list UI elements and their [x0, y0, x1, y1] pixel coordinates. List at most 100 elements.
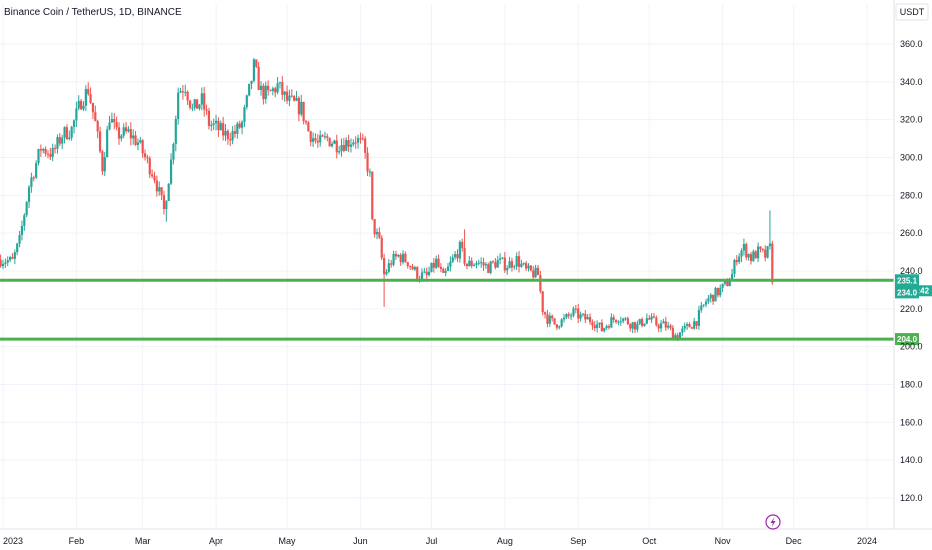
candle-body	[375, 232, 379, 235]
candle	[179, 88, 182, 94]
candle-body	[262, 85, 265, 100]
candle	[151, 169, 154, 179]
candle	[610, 313, 613, 328]
candle-body	[558, 326, 561, 328]
candle	[695, 320, 698, 330]
candle	[25, 201, 28, 218]
candle-body	[181, 91, 185, 93]
candle-body	[631, 322, 634, 329]
candle-body	[359, 138, 362, 140]
candle-body	[290, 95, 293, 97]
candle-body	[607, 326, 611, 328]
candle	[669, 323, 672, 331]
candle	[255, 59, 258, 69]
candle-body	[570, 315, 573, 317]
candle	[257, 61, 260, 91]
candle	[577, 303, 580, 323]
candle-body	[271, 88, 274, 91]
candle	[771, 240, 774, 285]
candles	[0, 58, 774, 341]
candle	[349, 138, 353, 153]
candle	[572, 306, 575, 318]
candle	[652, 313, 656, 319]
candle	[278, 81, 282, 89]
candle-body	[508, 261, 511, 269]
price-tick-label: 260.0	[900, 228, 923, 238]
candle-body	[207, 110, 211, 127]
candle-body	[437, 258, 440, 267]
currency-button[interactable]: USDT	[895, 3, 929, 21]
lightning-icon[interactable]	[765, 514, 781, 530]
candle-body	[560, 319, 563, 327]
candle	[271, 86, 274, 96]
candle	[470, 257, 473, 269]
candle	[174, 115, 177, 152]
candle	[110, 112, 113, 123]
candle	[181, 85, 185, 100]
time-tick-label: Aug	[497, 536, 513, 546]
candle	[103, 151, 106, 177]
candle	[612, 314, 615, 323]
candle-body	[596, 324, 599, 329]
price-tick-label: 340.0	[900, 77, 923, 87]
candle	[113, 112, 116, 130]
price-axis[interactable]: 120.0 140.0 160.0 180.0 200.0 220.0 240.0 260.0…	[893, 0, 923, 529]
candle-body	[468, 260, 471, 267]
candle	[37, 148, 40, 166]
candle	[588, 313, 592, 325]
candle-body	[612, 317, 615, 320]
candle-body	[451, 257, 454, 262]
candle-body	[480, 262, 483, 264]
candle-body	[243, 107, 246, 122]
candle-body	[146, 157, 149, 159]
candle	[169, 153, 173, 185]
candle	[546, 309, 549, 328]
candle-body	[148, 158, 151, 175]
candle-body	[588, 317, 592, 323]
candle	[330, 141, 334, 148]
candle	[548, 312, 551, 328]
candle-body	[652, 316, 656, 318]
candle-body	[58, 137, 61, 144]
candle-body	[735, 260, 738, 262]
candle-body	[740, 250, 743, 257]
candle	[160, 187, 163, 201]
candle	[6, 256, 9, 267]
candle	[430, 262, 433, 273]
candle-body	[68, 137, 71, 139]
candle	[316, 134, 319, 148]
candle	[624, 317, 627, 321]
level-label-bg	[895, 274, 919, 287]
candle-body	[439, 266, 443, 269]
candle-body	[278, 82, 282, 84]
time-axis[interactable]: 2023 Feb Mar Apr May Jun Jul Aug Sep Oct Nov Dec 202…	[0, 528, 932, 546]
candle-body	[425, 271, 428, 276]
candle-body	[456, 254, 459, 259]
candle-body	[586, 317, 589, 320]
candle	[759, 246, 762, 253]
candle-body	[383, 257, 386, 275]
candle-body	[380, 237, 383, 258]
candle	[143, 149, 147, 161]
candle	[217, 117, 220, 138]
candle-body	[167, 183, 170, 201]
candle	[23, 213, 26, 232]
candle-body	[553, 318, 556, 325]
candle-body	[84, 88, 87, 106]
candle	[477, 259, 480, 266]
candle	[359, 132, 362, 144]
candle-body	[766, 246, 769, 258]
candle-body	[700, 305, 703, 311]
candle-body	[581, 313, 585, 315]
candle	[250, 80, 253, 90]
candle	[302, 101, 305, 125]
candle	[747, 253, 750, 261]
candle-body	[295, 98, 298, 101]
candle-body	[546, 314, 549, 324]
candle-body	[681, 328, 684, 333]
candle	[224, 124, 227, 142]
candle-body	[771, 243, 774, 283]
candle	[13, 249, 16, 265]
